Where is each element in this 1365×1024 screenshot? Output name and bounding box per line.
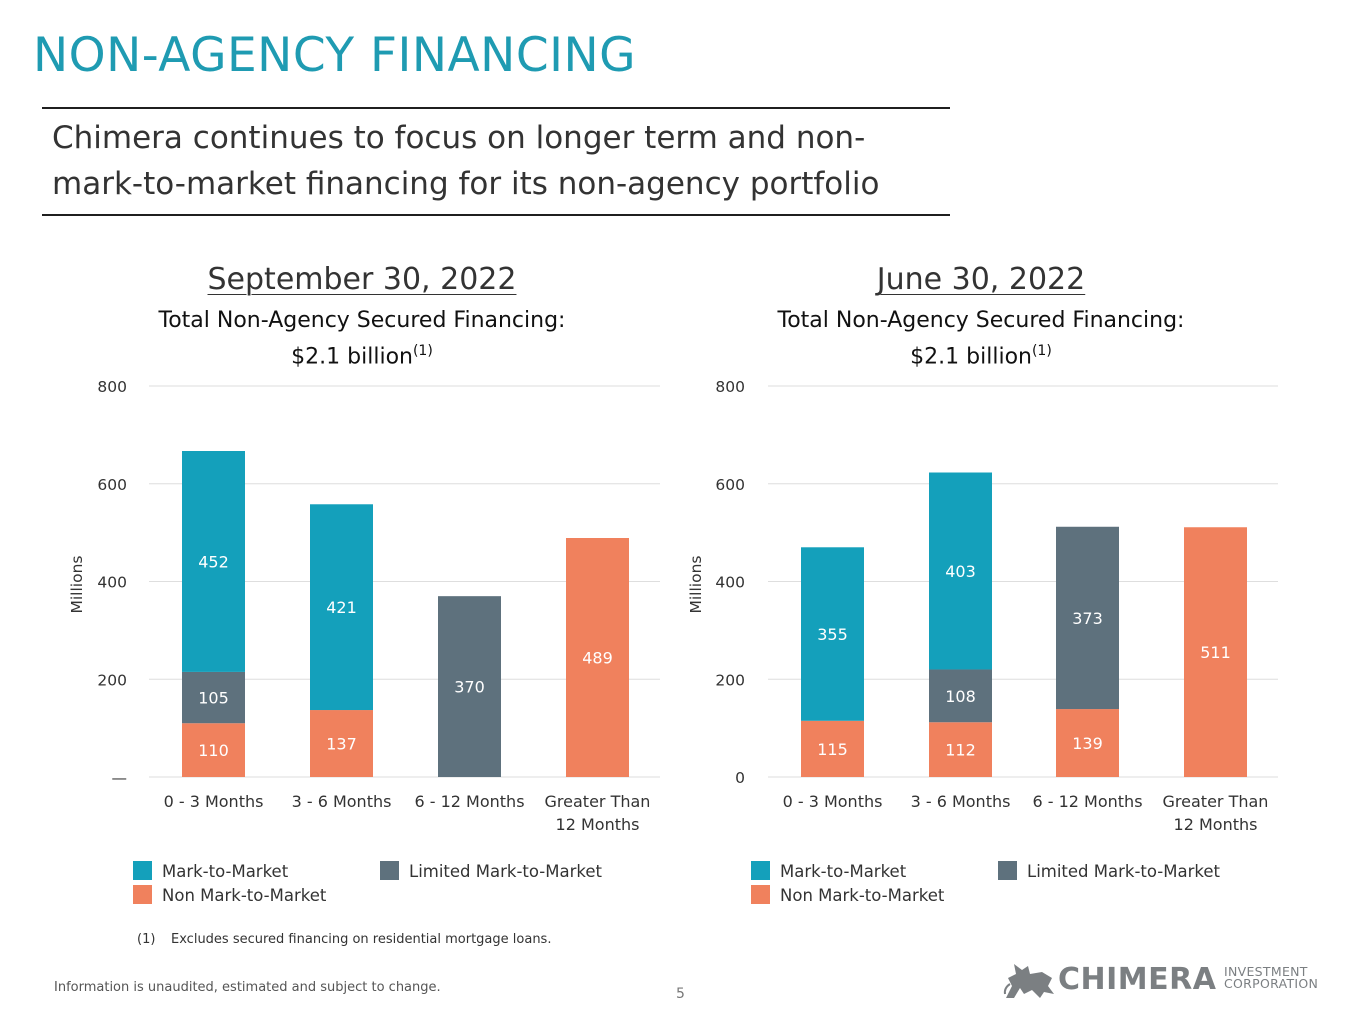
data-label: 489 [582, 649, 613, 668]
legend-swatch-non-mark-to-market [133, 885, 152, 904]
bar-limited-mark-to-market [1056, 526, 1119, 710]
page-number: 5 [676, 986, 685, 1002]
bar-non-mark-to-market [182, 723, 245, 777]
legend-label: Limited Mark-to-Market [1027, 862, 1220, 881]
bar-non-mark-to-market [801, 720, 864, 777]
y-tick-label: 0 [735, 769, 745, 787]
legend-swatch-limited-mark-to-market [380, 861, 399, 880]
disclaimer: Information is unaudited, estimated and … [54, 980, 441, 995]
data-label: 112 [945, 741, 976, 760]
y-tick-label: — [112, 769, 128, 787]
bar-non-mark-to-market [566, 538, 629, 777]
y-tick-label: 600 [715, 476, 745, 494]
y-axis-label: Millions [68, 556, 86, 614]
right-panel-financing: Total Non-Agency Secured Financing: $2.1… [721, 305, 1241, 372]
footnote-number: (1) [137, 932, 156, 947]
left-panel-date: September 30, 2022 [207, 262, 517, 297]
bar-non-mark-to-market [929, 722, 992, 777]
data-label: 511 [1200, 643, 1231, 662]
left-legend-mark-to-market: Mark-to-Market [133, 861, 288, 881]
data-label: 452 [198, 552, 229, 571]
y-tick-label: 200 [97, 671, 127, 689]
right-legend-non-mark-to-market: Non Mark-to-Market [751, 885, 944, 905]
data-label: 110 [198, 741, 229, 760]
data-label: 139 [1072, 734, 1103, 753]
left-legend-non-mark-to-market: Non Mark-to-Market [133, 885, 326, 905]
footnote-text: Excludes secured financing on residentia… [171, 932, 552, 947]
x-tick-label: Greater Than [1163, 792, 1269, 811]
y-tick-label: 800 [715, 378, 745, 396]
legend-label: Non Mark-to-Market [162, 886, 327, 905]
x-tick-label: 6 - 12 Months [414, 792, 524, 811]
right-financing-value-line: $2.1 billion(1) [721, 336, 1241, 372]
legend-swatch-mark-to-market [133, 861, 152, 880]
data-label: 108 [945, 687, 976, 706]
y-axis-label: Millions [687, 556, 705, 614]
x-tick-label: 12 Months [1174, 815, 1258, 834]
data-label: 137 [326, 735, 357, 754]
bar-mark-to-market [182, 451, 245, 672]
x-tick-label: 3 - 6 Months [292, 792, 392, 811]
footnote: (1) Excludes secured financing on residen… [137, 932, 551, 947]
bar-non-mark-to-market [1056, 709, 1119, 777]
right-legend-mark-to-market: Mark-to-Market [751, 861, 906, 881]
x-tick-label: Greater Than [545, 792, 651, 811]
y-tick-label: 400 [715, 574, 745, 592]
y-tick-label: 400 [97, 574, 127, 592]
bar-mark-to-market [929, 472, 992, 670]
x-tick-label: 3 - 6 Months [911, 792, 1011, 811]
x-tick-label: 0 - 3 Months [164, 792, 264, 811]
page-title: NON-AGENCY FINANCING [33, 28, 637, 83]
top-rule [42, 107, 950, 109]
data-label: 115 [817, 740, 848, 759]
right-financing-note: (1) [1031, 343, 1052, 359]
legend-label: Mark-to-Market [780, 862, 907, 881]
bar-limited-mark-to-market [182, 671, 245, 724]
data-label: 105 [198, 689, 229, 708]
left-panel-financing: Total Non-Agency Secured Financing: $2.1… [102, 305, 622, 372]
legend-swatch-mark-to-market [751, 861, 770, 880]
right-financing-label: Total Non-Agency Secured Financing: [777, 308, 1185, 333]
data-label: 421 [326, 598, 357, 617]
x-tick-label: 0 - 3 Months [783, 792, 883, 811]
legend-label: Mark-to-Market [162, 862, 289, 881]
data-label: 355 [817, 625, 848, 644]
left-financing-note: (1) [412, 343, 433, 359]
data-label: 373 [1072, 609, 1103, 628]
x-tick-label: 12 Months [556, 815, 640, 834]
left-financing-value: $2.1 billion [291, 344, 413, 370]
legend-swatch-limited-mark-to-market [998, 861, 1017, 880]
logo-line1: INVESTMENT [1224, 964, 1308, 979]
legend-label: Non Mark-to-Market [780, 886, 945, 905]
left-legend-limited-mark-to-market: Limited Mark-to-Market [380, 861, 602, 881]
bar-mark-to-market [801, 547, 864, 721]
data-label: 370 [454, 678, 485, 697]
logo-wordmark: CHIMERA [1058, 962, 1217, 997]
right-legend-limited-mark-to-market: Limited Mark-to-Market [998, 861, 1220, 881]
bar-limited-mark-to-market [438, 596, 501, 777]
chimera-creature-icon [1003, 964, 1054, 998]
left-financing-label: Total Non-Agency Secured Financing: [158, 308, 566, 333]
y-tick-label: 800 [97, 378, 127, 396]
data-label: 403 [945, 562, 976, 581]
y-tick-label: 600 [97, 476, 127, 494]
right-financing-value: $2.1 billion [910, 344, 1032, 370]
logo-subtitle: INVESTMENT CORPORATION [1224, 964, 1319, 991]
legend-swatch-non-mark-to-market [751, 885, 770, 904]
logo-line2: CORPORATION [1224, 976, 1319, 991]
left-financing-value-line: $2.1 billion(1) [102, 336, 622, 372]
chimera-logo: CHIMERA INVESTMENT CORPORATION [1002, 958, 1342, 1002]
bottom-rule [42, 214, 950, 216]
bar-non-mark-to-market [310, 710, 373, 777]
bar-limited-mark-to-market [929, 669, 992, 723]
bar-mark-to-market [310, 504, 373, 711]
bar-non-mark-to-market [1184, 527, 1247, 777]
y-tick-label: 200 [715, 671, 745, 689]
right-panel-date: June 30, 2022 [876, 262, 1086, 297]
x-tick-label: 6 - 12 Months [1032, 792, 1142, 811]
legend-label: Limited Mark-to-Market [409, 862, 602, 881]
page-subtitle: Chimera continues to focus on longer ter… [52, 120, 880, 202]
